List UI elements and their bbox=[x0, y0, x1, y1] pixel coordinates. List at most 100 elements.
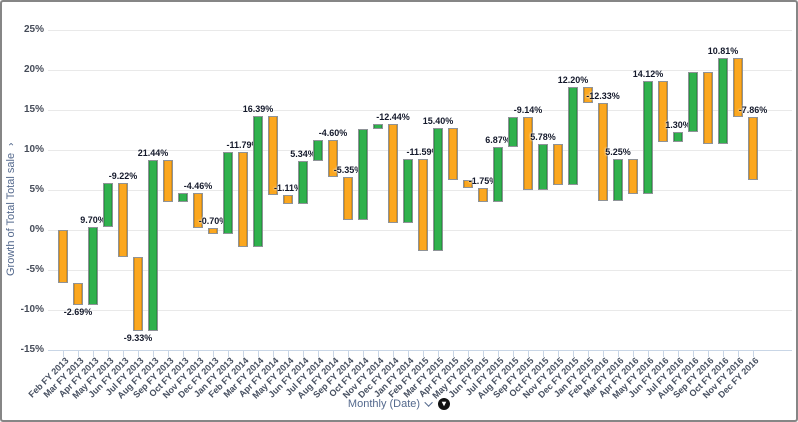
x-axis-tick bbox=[423, 351, 424, 357]
waterfall-bar[interactable] bbox=[298, 161, 308, 205]
waterfall-bar[interactable] bbox=[568, 87, 578, 185]
x-axis-title[interactable]: Monthly (Date) bbox=[347, 398, 421, 410]
waterfall-bar[interactable] bbox=[88, 227, 98, 305]
waterfall-bar[interactable] bbox=[358, 129, 368, 220]
waterfall-bar[interactable] bbox=[133, 256, 143, 332]
waterfall-bar[interactable] bbox=[283, 195, 293, 205]
x-axis-tick bbox=[348, 351, 349, 357]
x-axis-tick bbox=[558, 351, 559, 357]
waterfall-bar[interactable] bbox=[493, 147, 503, 202]
y-axis-title-label: Growth of Total Total sale bbox=[5, 152, 17, 276]
x-axis-tick bbox=[408, 351, 409, 357]
waterfall-bar[interactable] bbox=[613, 159, 623, 202]
bar-value-label: -7.86% bbox=[738, 104, 768, 115]
waterfall-bar[interactable] bbox=[223, 152, 233, 234]
bar-value-label: 5.25% bbox=[605, 147, 631, 158]
waterfall-bar[interactable] bbox=[238, 152, 248, 247]
x-axis-tick bbox=[753, 351, 754, 357]
waterfall-bar[interactable] bbox=[673, 131, 683, 142]
waterfall-bar[interactable] bbox=[373, 123, 383, 130]
waterfall-bar[interactable] bbox=[598, 102, 608, 202]
waterfall-bar[interactable] bbox=[628, 159, 638, 194]
x-axis-tick bbox=[528, 351, 529, 357]
waterfall-bar[interactable] bbox=[148, 159, 158, 332]
x-axis-tick bbox=[648, 351, 649, 357]
x-axis-tick bbox=[603, 351, 604, 357]
y-axis-tick-label: -5% bbox=[26, 264, 44, 275]
x-axis-tick bbox=[588, 351, 589, 357]
sort-indicator-icon[interactable]: ▾ bbox=[438, 398, 451, 410]
waterfall-bar[interactable] bbox=[658, 81, 668, 142]
waterfall-bar[interactable] bbox=[313, 140, 323, 162]
waterfall-bar[interactable] bbox=[643, 81, 653, 194]
bar-value-label: -0.70% bbox=[198, 216, 228, 227]
x-axis-tick bbox=[78, 351, 79, 357]
waterfall-bar[interactable] bbox=[718, 57, 728, 144]
waterfall-bar[interactable] bbox=[463, 179, 473, 188]
gridline bbox=[48, 310, 792, 311]
bar-value-label: 15.40% bbox=[422, 116, 454, 127]
gridline bbox=[48, 270, 792, 271]
waterfall-bar[interactable] bbox=[523, 117, 533, 191]
waterfall-bar[interactable] bbox=[508, 117, 518, 148]
chevron-down-icon[interactable] bbox=[424, 398, 433, 407]
bar-value-label: 5.34% bbox=[290, 149, 316, 160]
bar-value-label: 16.39% bbox=[242, 103, 274, 114]
y-axis-tick-label: 0% bbox=[29, 224, 44, 235]
x-axis-tick bbox=[393, 351, 394, 357]
waterfall-bar[interactable] bbox=[478, 188, 488, 202]
waterfall-bar[interactable] bbox=[583, 87, 593, 103]
waterfall-bar[interactable] bbox=[688, 72, 698, 132]
bar-value-label: -4.60% bbox=[318, 128, 348, 139]
waterfall-bar[interactable] bbox=[118, 183, 128, 257]
waterfall-bar[interactable] bbox=[418, 158, 428, 252]
bar-value-label: -1.75% bbox=[468, 176, 498, 186]
x-axis-tick bbox=[738, 351, 739, 357]
x-axis-tick bbox=[228, 351, 229, 357]
bar-value-label: 21.44% bbox=[137, 147, 169, 158]
y-axis-tick-label: 20% bbox=[23, 64, 44, 75]
waterfall-bar[interactable] bbox=[448, 128, 458, 180]
waterfall-bar[interactable] bbox=[103, 183, 113, 228]
gridline bbox=[48, 70, 792, 71]
waterfall-bar[interactable] bbox=[268, 115, 278, 196]
waterfall-bar[interactable] bbox=[748, 116, 758, 180]
x-axis-tick bbox=[153, 351, 154, 357]
x-axis-tick bbox=[108, 351, 109, 357]
x-axis-tick bbox=[243, 351, 244, 357]
x-axis-tick bbox=[363, 351, 364, 357]
x-axis-tick bbox=[168, 351, 169, 357]
bar-value-label: -9.33% bbox=[123, 333, 153, 344]
waterfall-bar[interactable] bbox=[553, 144, 563, 185]
waterfall-bar[interactable] bbox=[178, 192, 188, 203]
waterfall-bar[interactable] bbox=[703, 72, 713, 144]
x-axis-tick bbox=[138, 351, 139, 357]
waterfall-bar[interactable] bbox=[328, 140, 338, 177]
x-axis-tick bbox=[123, 351, 124, 357]
waterfall-bar[interactable] bbox=[208, 228, 218, 234]
waterfall-bar[interactable] bbox=[538, 144, 548, 191]
waterfall-bar[interactable] bbox=[193, 192, 203, 229]
y-axis-tick-label: 15% bbox=[23, 104, 44, 115]
waterfall-bar[interactable] bbox=[733, 57, 743, 117]
waterfall-bar[interactable] bbox=[433, 128, 443, 252]
waterfall-bar[interactable] bbox=[388, 123, 398, 224]
y-axis-title[interactable]: Growth of Total Total sale ⌄ bbox=[5, 106, 17, 276]
x-axis-tick bbox=[213, 351, 214, 357]
y-axis-tick-label: -15% bbox=[20, 344, 44, 355]
gridline bbox=[48, 110, 792, 111]
bar-value-label: 6.87% bbox=[485, 135, 511, 146]
waterfall-bar[interactable] bbox=[403, 158, 413, 224]
bar-value-label: -12.44% bbox=[376, 111, 410, 122]
waterfall-bar[interactable] bbox=[343, 176, 353, 220]
waterfall-bar[interactable] bbox=[163, 159, 173, 203]
waterfall-bar[interactable] bbox=[58, 230, 68, 284]
x-axis-tick bbox=[708, 351, 709, 357]
x-axis-tick bbox=[573, 351, 574, 357]
x-axis-tick bbox=[468, 351, 469, 357]
waterfall-bar[interactable] bbox=[253, 115, 263, 247]
y-axis-tick-label: 10% bbox=[23, 144, 44, 155]
x-axis-tick bbox=[333, 351, 334, 357]
waterfall-bar[interactable] bbox=[73, 283, 83, 305]
x-axis-tick bbox=[378, 351, 379, 357]
